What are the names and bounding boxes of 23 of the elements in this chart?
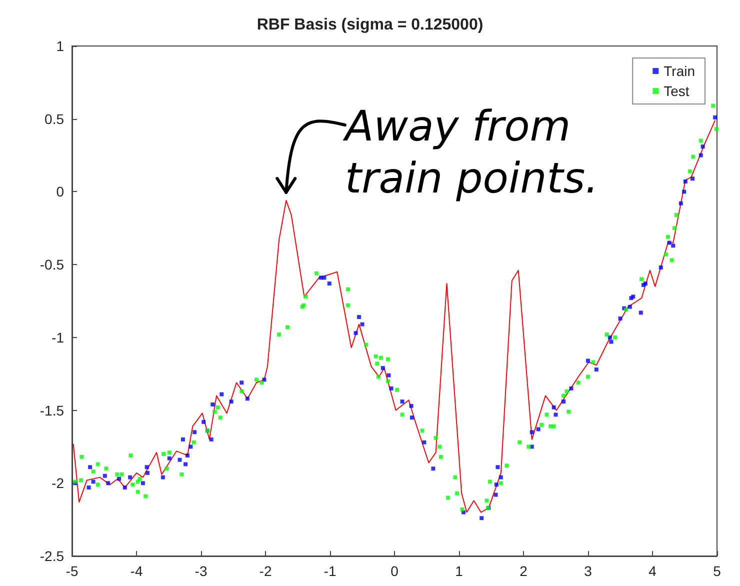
- x-tick-label: 4: [648, 563, 657, 579]
- x-tick-label: 5: [713, 563, 722, 579]
- annotation: Away from train points.: [342, 102, 598, 202]
- x-tick-label: -1: [324, 563, 336, 579]
- y-tick-label: 1: [56, 38, 64, 54]
- x-tick-label: 3: [584, 563, 592, 579]
- chart-title: RBF Basis (sigma = 0.125000): [256, 16, 484, 34]
- y-tick-label: -0.5: [40, 256, 64, 273]
- x-tick-label: 0: [390, 563, 399, 579]
- y-tick-label: -1.5: [40, 402, 64, 418]
- y-tick-label: 0: [56, 184, 64, 200]
- x-tick-label: -3: [194, 563, 208, 579]
- legend-label: Test: [664, 83, 690, 99]
- x-tick-label: 1: [455, 563, 464, 579]
- x-tick-label: -5: [66, 563, 78, 579]
- x-tick-label: -2: [259, 563, 272, 579]
- x-tick-label: 2: [520, 563, 528, 579]
- legend-label: Train: [664, 63, 696, 79]
- y-tick-label: -2: [52, 475, 64, 492]
- y-tick-label: 0.5: [44, 110, 64, 127]
- y-tick-label: -1: [52, 329, 64, 346]
- y-tick-label: -2.5: [40, 548, 64, 564]
- x-tick-label: -4: [130, 563, 143, 579]
